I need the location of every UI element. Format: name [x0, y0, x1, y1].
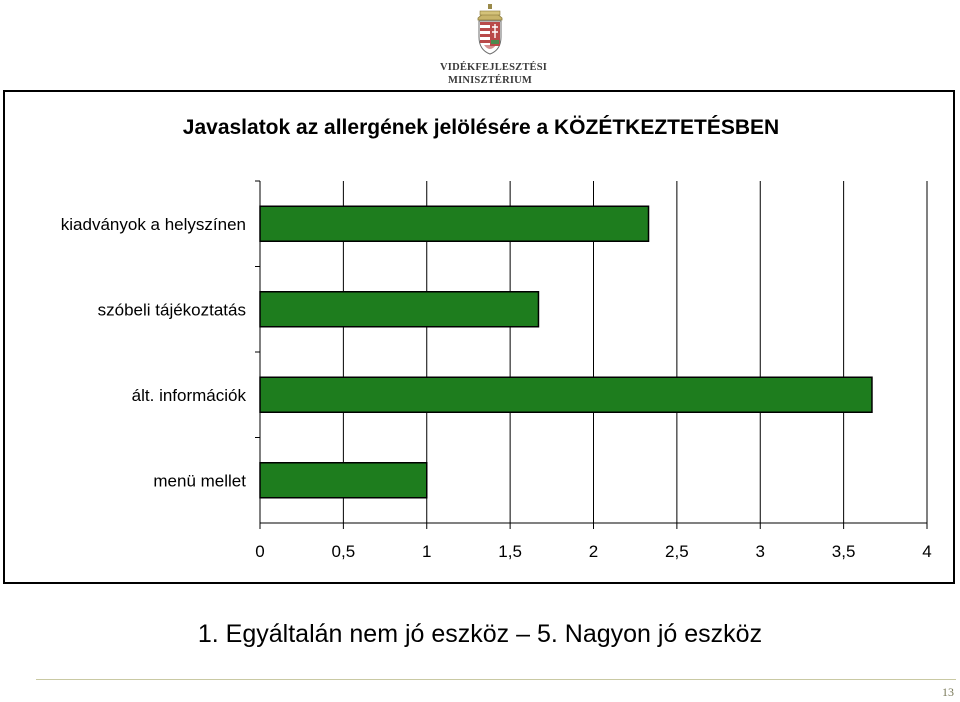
ministry-name-line1: VIDÉKFEJLESZTÉSI — [440, 62, 548, 73]
category-label: szóbeli tájékoztatás — [98, 300, 246, 319]
x-tick-label: 0 — [255, 542, 264, 561]
footer-divider — [36, 679, 956, 680]
chart-frame: Javaslatok az allergének jelölésére a KÖ… — [3, 90, 955, 584]
x-tick-label: 2,5 — [665, 542, 689, 561]
bar — [259, 462, 428, 499]
x-tick-label: 0,5 — [332, 542, 356, 561]
category-label: menü mellet — [153, 471, 246, 490]
page-number: 13 — [942, 685, 954, 699]
x-tick-label: 1,5 — [498, 542, 522, 561]
bar — [259, 205, 650, 242]
x-tick-label: 3,5 — [832, 542, 856, 561]
category-label: kiadványok a helyszínen — [61, 215, 246, 234]
x-tick-label: 4 — [922, 542, 931, 561]
scale-caption: 1. Egyáltalán nem jó eszköz – 5. Nagyon … — [197, 620, 763, 648]
ministry-logo: VIDÉKFEJLESZTÉSI MINISZTÉRIUM — [440, 4, 548, 90]
bar — [259, 376, 873, 413]
x-tick-label: 2 — [589, 542, 598, 561]
bar — [259, 291, 540, 328]
x-tick-label: 3 — [756, 542, 765, 561]
hungarian-coat-of-arms-icon — [477, 4, 503, 55]
ministry-name-line2: MINISZTÉRIUM — [447, 75, 533, 86]
bar-chart: 0 0,5 1 1,5 2 2,5 3 3,5 4 kiadványok a helyszínen… — [61, 180, 932, 561]
x-tick-label: 1 — [422, 542, 431, 561]
category-label: ált. információk — [132, 386, 247, 405]
chart-title: Javaslatok az allergének jelölésére a KÖ… — [182, 116, 780, 139]
